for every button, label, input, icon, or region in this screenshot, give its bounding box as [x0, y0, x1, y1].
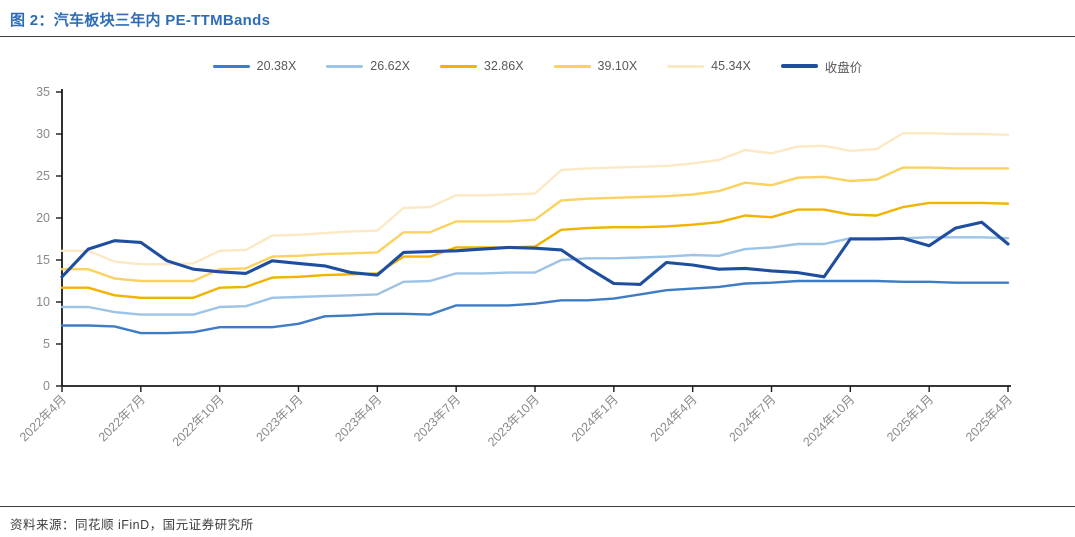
- legend-item-26.62X: 26.62X: [326, 59, 410, 73]
- legend-label: 收盘价: [824, 60, 863, 75]
- legend-swatch: [439, 64, 477, 68]
- series-line-45.34X: [60, 132, 1010, 266]
- y-tick-label: 35: [36, 85, 50, 99]
- chart-legend: 20.38X 26.62X 32.86X 39.10X 45.34X 收盘价: [0, 57, 1075, 75]
- source-note: 资料来源：同花顺 iFinD，国元证券研究所: [10, 518, 254, 532]
- pe-bands-chart: 0 5 10 15 20 25 30 35 2022年4月 2022年7月 2022年10月 2023…: [17, 85, 1015, 449]
- legend-label: 39.10X: [597, 59, 638, 73]
- x-tick-label: 2023年1月: [253, 392, 305, 444]
- y-tick-label: 20: [36, 211, 50, 225]
- x-tick-label: 2025年4月: [963, 392, 1015, 444]
- legend-label: 32.86X: [483, 59, 524, 73]
- legend-item-20.38X: 20.38X: [212, 59, 297, 73]
- legend-item-收盘价: 收盘价: [780, 57, 863, 76]
- x-tick-label: 2024年7月: [726, 392, 778, 444]
- x-tick-label: 2022年7月: [96, 392, 148, 444]
- series-line-32.86X: [60, 201, 1010, 300]
- header-divider: [0, 36, 1075, 37]
- x-tick-label: 2023年7月: [411, 392, 463, 444]
- x-tick-label: 2023年4月: [332, 392, 384, 444]
- series-line-39.10X: [60, 166, 1010, 283]
- y-tick-label: 25: [36, 169, 50, 183]
- legend-label: 26.62X: [370, 59, 410, 73]
- y-tick-label: 30: [36, 127, 50, 141]
- x-tick-label: 2022年4月: [17, 392, 69, 444]
- y-tick-label: 0: [43, 379, 50, 393]
- footer-divider: [0, 506, 1075, 507]
- legend-swatch: [326, 64, 364, 68]
- figure-title: 图 2：汽车板块三年内 PE-TTMBands: [10, 12, 271, 29]
- legend-item-32.86X: 32.86X: [439, 59, 524, 73]
- legend-swatch: [553, 64, 591, 68]
- y-tick-label: 10: [36, 295, 50, 309]
- legend-swatch: [667, 64, 705, 68]
- legend-item-39.10X: 39.10X: [553, 59, 638, 73]
- x-tick-label: 2024年1月: [569, 392, 621, 444]
- legend-label: 45.34X: [711, 59, 751, 73]
- legend-item-45.34X: 45.34X: [667, 59, 751, 73]
- legend-label: 20.38X: [256, 59, 297, 73]
- series-line-收盘价: [60, 220, 1010, 286]
- x-tick-label: 2025年1月: [884, 392, 936, 444]
- chart-area: 0 5 10 15 20 25 30 35 2022年4月 2022年7月 2022年10月 2023…: [0, 77, 1075, 474]
- legend-swatch: [780, 64, 818, 68]
- x-tick-label: 2024年10月: [800, 392, 857, 449]
- legend-swatch: [212, 64, 250, 68]
- y-tick-label: 5: [43, 337, 50, 351]
- x-tick-label: 2024年4月: [648, 392, 700, 444]
- y-tick-label: 15: [36, 253, 50, 267]
- x-tick-label: 2022年10月: [170, 392, 227, 449]
- x-tick-label: 2023年10月: [485, 392, 542, 449]
- series-line-20.38X: [60, 279, 1010, 335]
